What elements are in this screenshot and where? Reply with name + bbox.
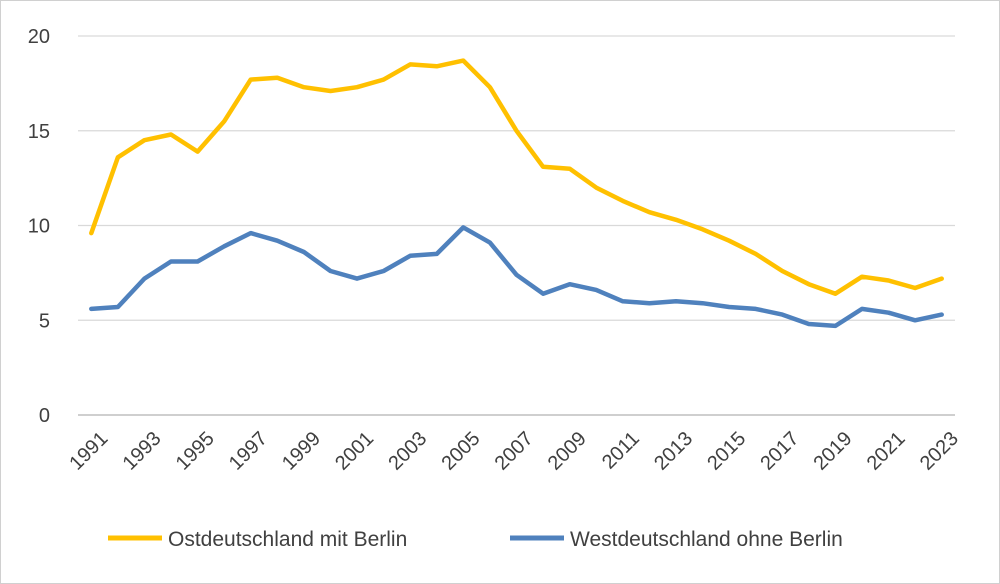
x-tick-label: 2023 bbox=[916, 428, 963, 475]
series-line-1 bbox=[89, 225, 944, 329]
x-tick-label: 2009 bbox=[544, 428, 591, 475]
x-tick-label: 1993 bbox=[119, 428, 166, 475]
x-tick-label: 2021 bbox=[863, 428, 910, 475]
y-tick-label: 10 bbox=[28, 216, 50, 238]
x-tick-label: 1995 bbox=[172, 428, 219, 475]
x-tick-label: 2017 bbox=[756, 428, 803, 475]
x-tick-label: 2001 bbox=[331, 428, 378, 475]
x-tick-label: 2013 bbox=[650, 428, 697, 475]
x-tick-label: 2007 bbox=[491, 428, 538, 475]
x-tick-labels: 1991 1993 1995 1997 1999 2001 2003 2005 2007 2009… bbox=[65, 428, 962, 475]
legend-label-0: Ostdeutschland mit Berlin bbox=[168, 528, 407, 551]
legend-label-1: Westdeutschland ohne Berlin bbox=[570, 528, 843, 551]
x-tick-label: 2005 bbox=[437, 428, 484, 475]
x-tick-label: 1991 bbox=[65, 428, 112, 475]
series-lines bbox=[89, 58, 944, 329]
y-tick-label: 15 bbox=[28, 121, 50, 143]
x-tick-label: 1997 bbox=[225, 428, 272, 475]
x-tick-label: 2015 bbox=[703, 428, 750, 475]
x-tick-label: 2011 bbox=[598, 428, 644, 474]
y-tick-label: 20 bbox=[28, 26, 50, 48]
x-tick-label: 2003 bbox=[384, 428, 431, 475]
x-tick-label: 1999 bbox=[278, 428, 325, 475]
series-line-0 bbox=[89, 58, 944, 296]
gridlines bbox=[78, 35, 955, 321]
x-tick-label: 2019 bbox=[810, 428, 857, 475]
y-tick-label: 0 bbox=[39, 405, 50, 427]
y-tick-label: 5 bbox=[39, 310, 50, 332]
legend: Ostdeutschland mit Berlin Westdeutschland… bbox=[108, 528, 843, 551]
y-tick-labels: 0 5 10 15 20 bbox=[28, 26, 50, 427]
